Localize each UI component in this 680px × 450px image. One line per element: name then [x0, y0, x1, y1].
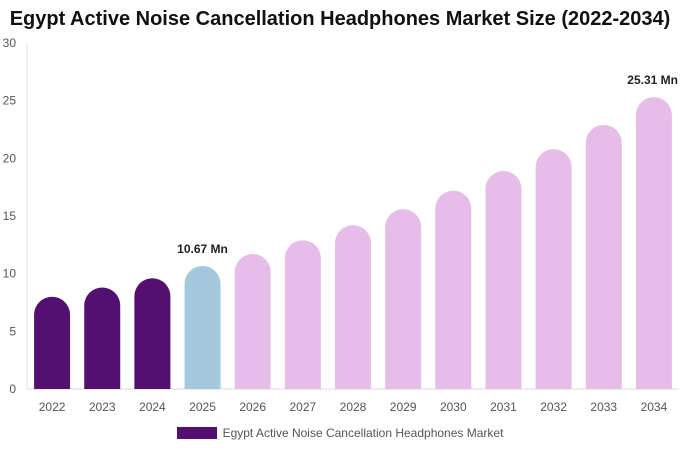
x-tick-label: 2025 [189, 400, 216, 414]
bar-2030 [435, 190, 472, 389]
x-tick-label: 2034 [641, 400, 668, 414]
x-tick-label: 2028 [340, 400, 367, 414]
y-tick-label: 0 [9, 382, 16, 396]
x-tick-label: 2024 [139, 400, 166, 414]
legend: Egypt Active Noise Cancellation Headphon… [0, 426, 680, 440]
y-tick-label: 30 [3, 36, 17, 50]
bar-2031 [485, 171, 522, 389]
y-tick-label: 20 [3, 151, 17, 165]
x-tick-label: 2027 [289, 400, 316, 414]
labels: 2022 2023 2024 2025 2026 2027 2028 2029 2030 2031… [39, 73, 678, 414]
x-tick-label: 2022 [39, 400, 66, 414]
bar-2024 [134, 278, 171, 389]
data-label: 25.31 Mn [627, 73, 678, 87]
x-tick-label: 2030 [440, 400, 467, 414]
data-label: 10.67 Mn [177, 242, 228, 256]
x-tick-label: 2023 [89, 400, 116, 414]
bar-2029 [385, 209, 422, 389]
chart-title: Egypt Active Noise Cancellation Headphon… [9, 8, 671, 30]
y-tick-label: 5 [9, 324, 16, 338]
y-tick-label: 15 [3, 209, 17, 223]
bar-2033 [585, 124, 622, 390]
bar-2026 [234, 254, 271, 389]
legend-swatch [176, 427, 217, 439]
x-tick-label: 2033 [590, 400, 617, 414]
bar-2025 [184, 265, 221, 389]
x-tick-label: 2029 [390, 400, 417, 414]
legend-label: Egypt Active Noise Cancellation Headphon… [222, 426, 504, 440]
bar-2032 [535, 149, 572, 389]
bar-2034 [635, 97, 672, 389]
bar-2028 [335, 225, 371, 389]
y-tick-label: 25 [3, 94, 17, 108]
bar-2022 [34, 296, 71, 389]
bar-2023 [84, 287, 121, 389]
x-tick-label: 2032 [540, 400, 567, 414]
bar-2027 [284, 240, 321, 389]
bars [34, 97, 672, 390]
y-tick-label: 10 [3, 267, 17, 281]
x-tick-label: 2026 [239, 400, 266, 414]
x-tick-label: 2031 [490, 400, 517, 414]
